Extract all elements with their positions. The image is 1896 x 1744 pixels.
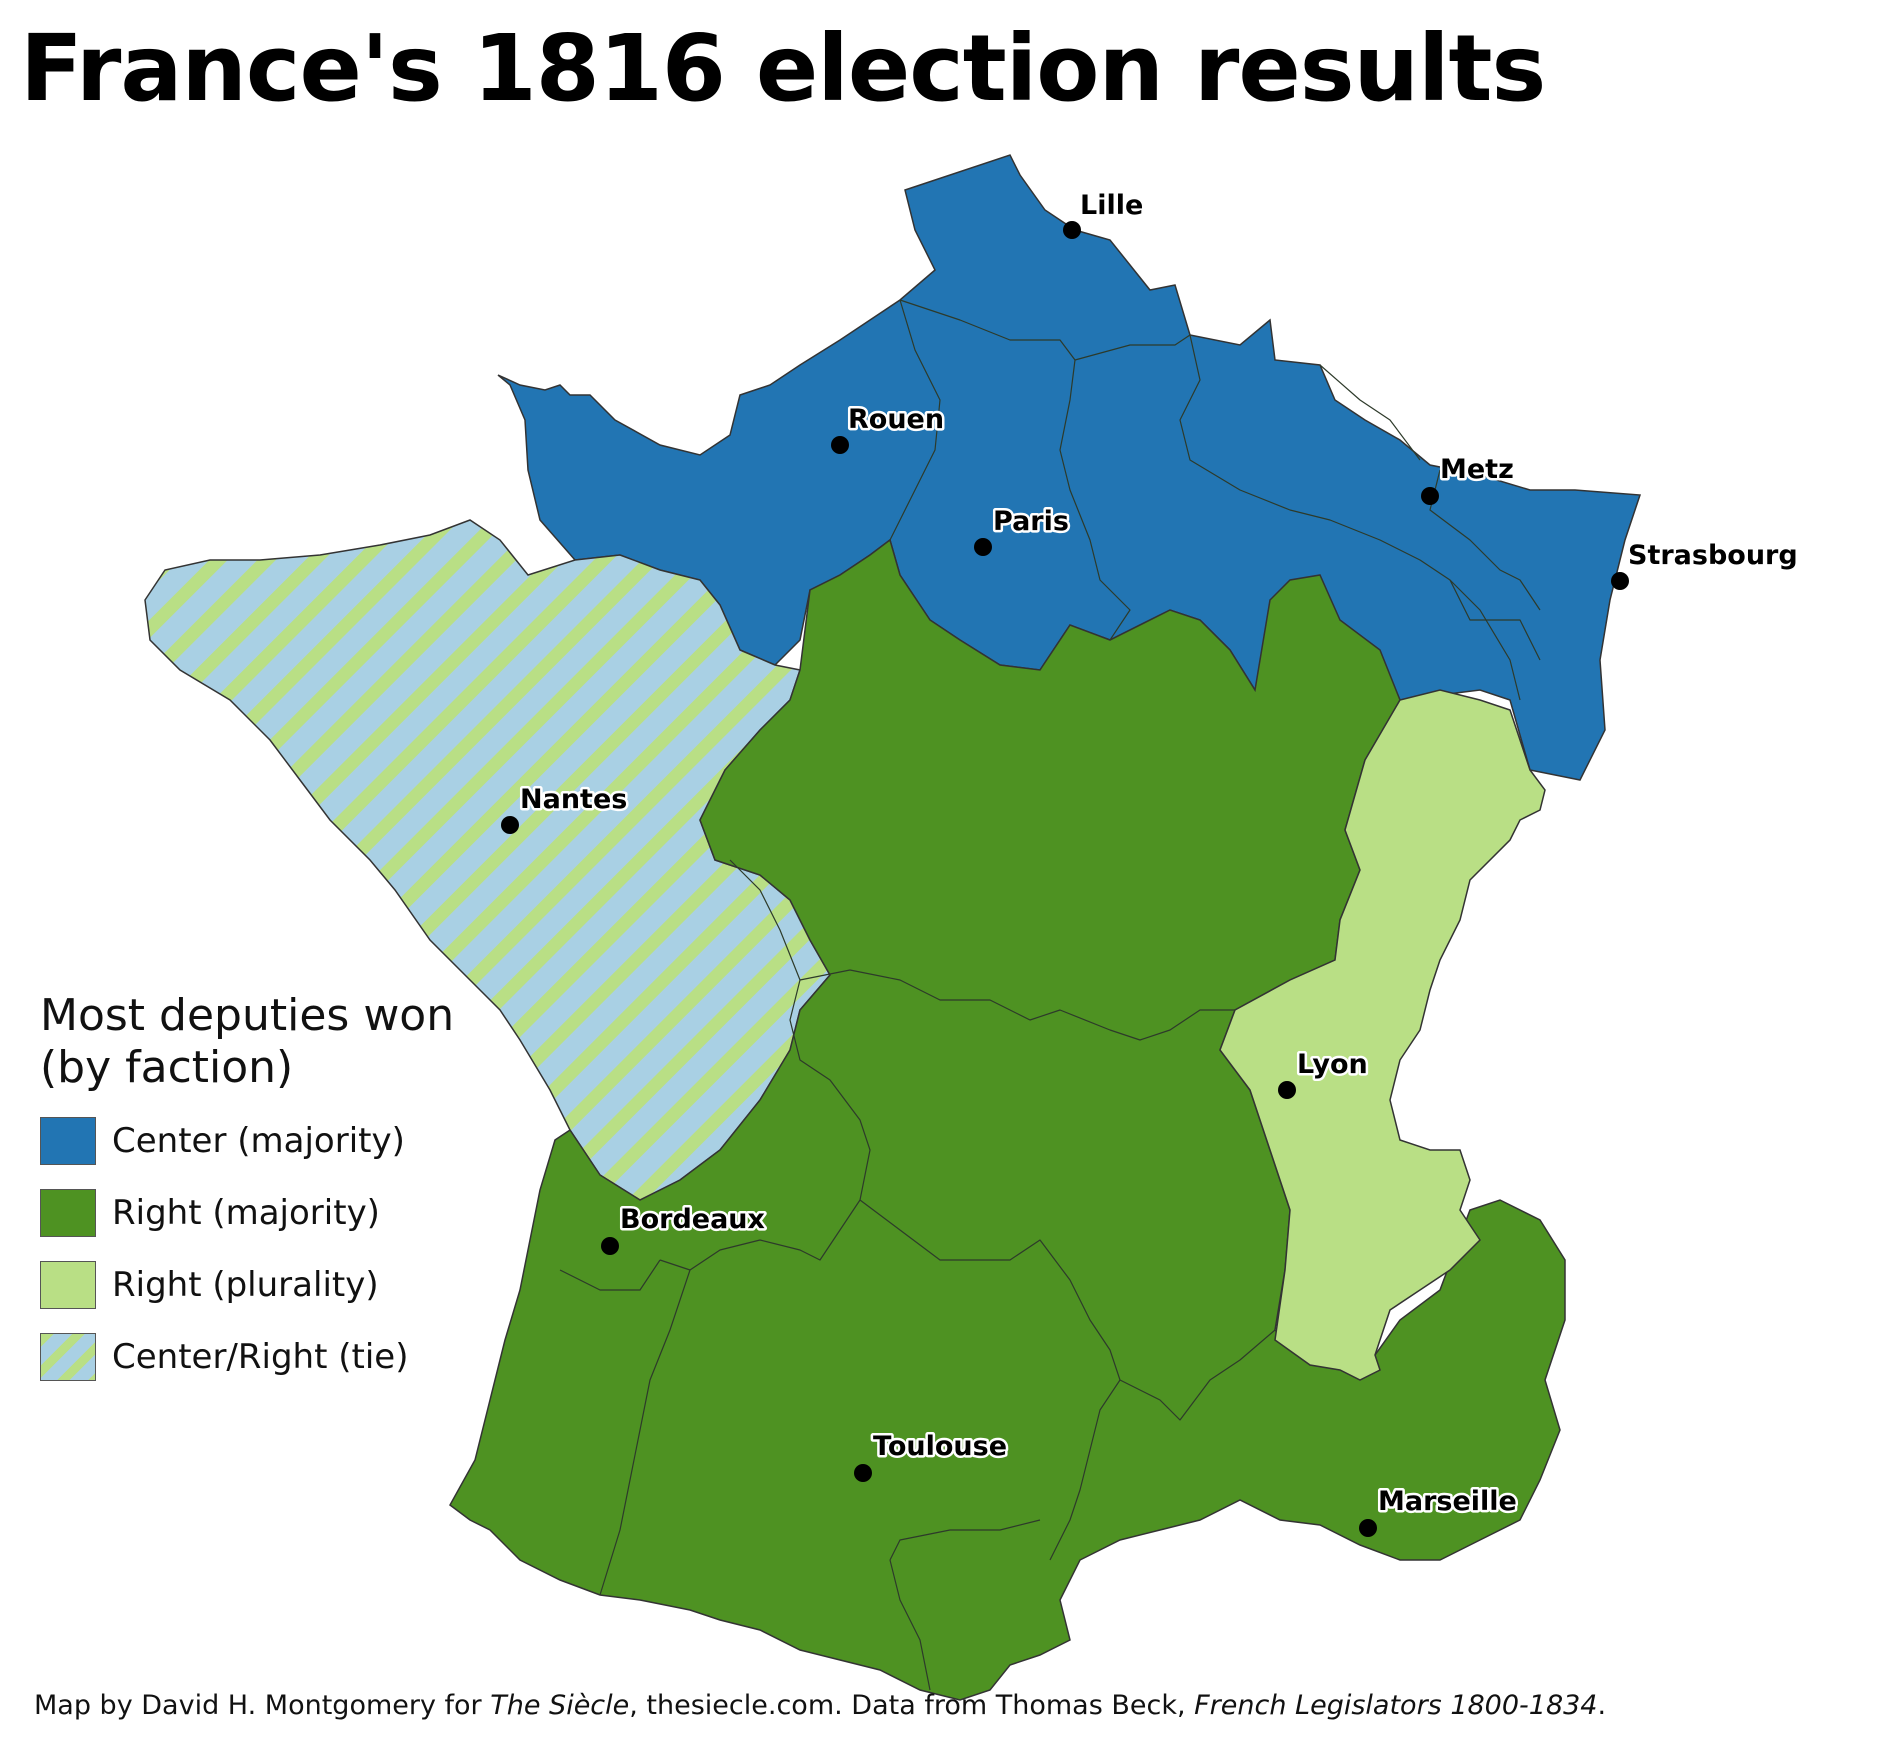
city-label-bordeaux: Bordeaux — [620, 1204, 765, 1235]
legend-label: Right (majority) — [112, 1193, 380, 1233]
city-dot-lyon — [1278, 1081, 1296, 1099]
footer-part4: French Legislators 1800-1834 — [1194, 1690, 1598, 1721]
city-label-toulouse: Toulouse — [873, 1431, 1007, 1462]
legend-swatch-right-plurality — [40, 1261, 96, 1309]
city-label-lille: Lille — [1080, 190, 1143, 221]
legend-title-line2: (by faction) — [40, 1042, 294, 1093]
legend-item-right-plurality: Right (plurality) — [40, 1260, 454, 1310]
city-dot-lille — [1063, 221, 1081, 239]
city-label-paris: Paris — [993, 506, 1069, 537]
city-dot-rouen — [831, 436, 849, 454]
legend-swatch-center-majority — [40, 1117, 96, 1165]
map-title: France's 1816 election results — [20, 15, 1546, 122]
city-label-strasbourg: Strasbourg — [1628, 540, 1798, 571]
footer-part3: , thesiecle.com. Data from Thomas Beck, — [629, 1690, 1195, 1721]
legend-swatch-right-majority — [40, 1189, 96, 1237]
city-dot-paris — [974, 538, 992, 556]
legend-label: Center/Right (tie) — [112, 1337, 409, 1377]
city-dot-metz — [1421, 487, 1439, 505]
region-right-main — [449, 538, 1566, 1701]
footer-part2: The Siècle — [490, 1690, 630, 1721]
legend-item-center-right-tie: Center/Right (tie) — [40, 1332, 454, 1382]
city-dot-toulouse — [854, 1464, 872, 1482]
legend-label: Right (plurality) — [112, 1265, 379, 1305]
city-label-marseille: Marseille — [1378, 1486, 1517, 1517]
city-dot-strasbourg — [1611, 572, 1629, 590]
legend-title-line1: Most deputies won — [40, 990, 455, 1041]
city-markers — [501, 221, 1629, 1537]
legend-item-center-majority: Center (majority) — [40, 1116, 454, 1166]
region-right-plurality — [1219, 689, 1546, 1381]
legend-swatch-center-right-tie — [40, 1333, 96, 1381]
footer-part1: Map by David H. Montgomery for — [34, 1690, 491, 1721]
city-dot-marseille — [1359, 1519, 1377, 1537]
city-dot-nantes — [501, 816, 519, 834]
legend-item-right-majority: Right (majority) — [40, 1188, 454, 1238]
city-dot-bordeaux — [601, 1237, 619, 1255]
city-label-lyon: Lyon — [1297, 1049, 1368, 1080]
footer-credit: Map by David H. Montgomery for The Siècl… — [34, 1690, 1606, 1721]
footer-part5: . — [1597, 1690, 1607, 1721]
region-boundaries — [559, 299, 1541, 1691]
city-labels: Lille Rouen Metz Paris Strasbourg Nantes… — [518, 188, 1801, 1520]
city-label-rouen: Rouen — [848, 404, 944, 435]
map-legend: Most deputies won (by faction) Center (m… — [40, 990, 454, 1382]
city-label-nantes: Nantes — [520, 784, 627, 815]
legend-label: Center (majority) — [112, 1121, 405, 1161]
city-label-metz: Metz — [1440, 454, 1514, 485]
